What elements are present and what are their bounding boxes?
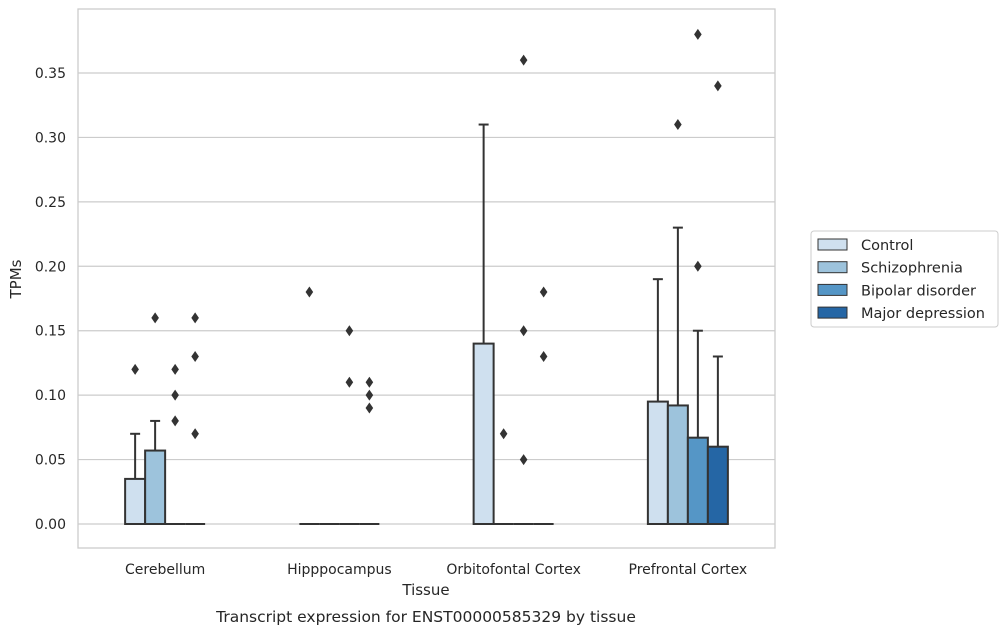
box-item [706,80,729,525]
outlier-point [131,363,139,375]
legend-label: Bipolar disorder [861,283,976,299]
box [472,342,495,525]
legend-swatch [817,283,848,296]
box [666,404,689,525]
y-tick-label: 0.30 [35,130,66,146]
legend: Control Schizophrenia Bipolar disorder Majo… [810,230,999,328]
outlier-point [694,260,702,272]
box-item [513,54,534,525]
box-item [686,28,709,525]
y-tick-label: 0.05 [35,453,66,469]
outlier-point [171,389,179,401]
outlier-point [365,376,374,388]
y-axis-title: TPMs [7,259,25,299]
box [124,477,147,525]
box-item [185,312,206,525]
outlier-point [191,428,199,440]
box [686,436,709,525]
x-tick-label: Hipppocampus [287,562,392,578]
outlier-point [171,363,179,375]
box [706,445,729,525]
box-item [646,278,669,526]
y-tick-label: 0.20 [35,259,66,275]
legend-swatch [817,238,848,251]
box [144,449,167,525]
y-tick-label: 0.35 [35,66,66,82]
legend-label: Control [861,238,913,254]
outlier-point [305,286,314,298]
y-tick-label: 0.25 [35,195,66,211]
outlier-point [499,428,508,440]
box [646,400,669,526]
box-item [359,376,380,525]
box-item [666,119,689,525]
y-tick-label: 0.15 [35,324,66,340]
outlier-point [365,389,374,401]
box-item [144,312,167,525]
outlier-point [519,454,528,466]
legend-swatch [817,306,848,319]
legend-swatch [817,261,848,274]
outlier-point [674,119,682,131]
outlier-point [539,286,548,298]
x-tick-label: Cerebellum [125,562,205,578]
chart-caption: Transcript expression for ENST0000058532… [215,608,636,626]
outlier-point [519,54,528,66]
outlier-point [714,80,722,92]
plot-frame [77,8,776,549]
x-axis-title: Tissue [401,581,449,599]
box-item [493,428,514,525]
y-tick-label: 0.10 [35,388,66,404]
box-item [472,123,495,525]
x-axis-ticks: Cerebellum Hipppocampus Orbitofontal Corte… [125,562,747,578]
legend-label: Major depression [861,306,985,322]
outlier-point [191,350,199,362]
box-item [339,325,360,525]
outlier-point [151,312,159,324]
y-tick-label: 0.00 [35,517,66,533]
x-tick-label: Prefrontal Cortex [629,562,748,578]
legend-label: Schizophrenia [861,261,963,277]
y-axis-ticks: 0.00 0.05 0.10 0.15 0.20 0.25 0.30 0.35 [35,66,66,533]
box-item [533,286,554,525]
legend-frame [810,230,999,328]
outlier-point [539,350,548,362]
box-item [165,363,186,525]
outlier-point [345,376,354,388]
outlier-point [191,312,199,324]
outlier-point [365,402,374,414]
box-item [124,363,147,525]
outlier-point [519,325,528,337]
box-groups [124,28,729,526]
outlier-point [345,325,354,337]
outlier-point [171,415,179,427]
outlier-point [694,28,702,40]
x-tick-label: Orbitofontal Cortex [446,562,581,578]
box-item [299,286,320,525]
